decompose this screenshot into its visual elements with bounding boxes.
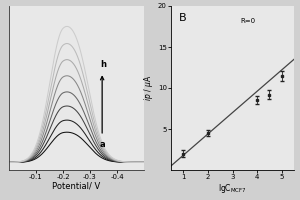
X-axis label: $\rm{lg}C_{MCF7}$: $\rm{lg}C_{MCF7}$ <box>218 182 247 195</box>
Text: R=0: R=0 <box>240 18 255 24</box>
Text: a: a <box>100 140 106 149</box>
Text: B: B <box>178 13 186 23</box>
Text: h: h <box>100 60 106 69</box>
Y-axis label: $ip$ / $\mu$A: $ip$ / $\mu$A <box>142 75 155 101</box>
X-axis label: Potential/ V: Potential/ V <box>52 182 100 191</box>
